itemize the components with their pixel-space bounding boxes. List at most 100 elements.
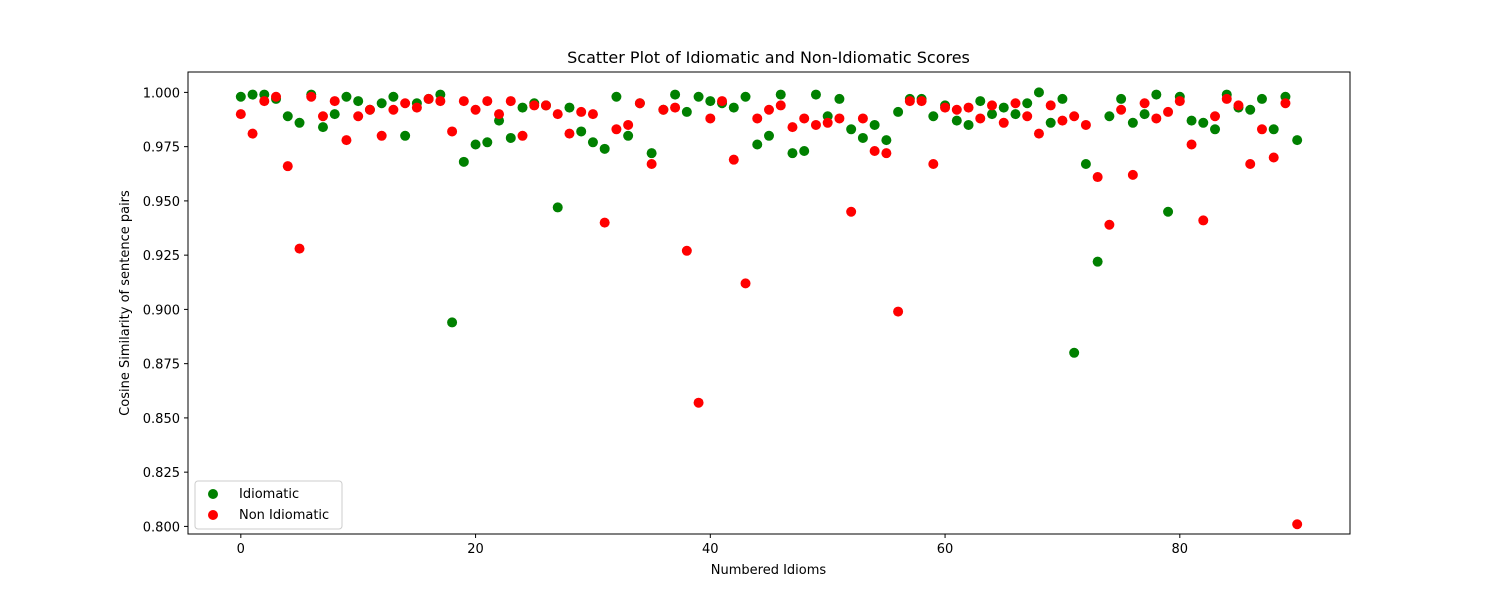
plot-area-frame [187,71,1351,535]
point-non-idiomatic-42 [728,154,739,165]
point-non-idiomatic-56 [893,306,904,317]
chart-title: Scatter Plot of Idiomatic and Non-Idioma… [567,48,970,67]
point-idiomatic-9 [341,91,352,102]
point-non-idiomatic-9 [341,135,352,146]
x-tick-label: 80 [1172,542,1189,557]
point-idiomatic-28 [564,102,575,113]
point-idiomatic-48 [799,145,810,156]
point-non-idiomatic-29 [576,106,587,117]
y-tick-label: 0.900 [143,303,180,318]
point-idiomatic-5 [294,117,305,128]
y-tick-label: 0.850 [143,412,180,427]
chart-marks [235,87,1303,530]
point-non-idiomatic-15 [411,102,422,113]
point-non-idiomatic-44 [752,113,763,124]
point-non-idiomatic-66 [1010,98,1021,109]
point-non-idiomatic-65 [998,117,1009,128]
point-idiomatic-71 [1069,347,1080,358]
point-idiomatic-32 [611,91,622,102]
point-idiomatic-82 [1198,117,1209,128]
point-non-idiomatic-74 [1104,219,1115,230]
point-idiomatic-90 [1292,135,1303,146]
point-non-idiomatic-84 [1221,93,1232,104]
point-non-idiomatic-34 [634,98,645,109]
point-non-idiomatic-16 [423,93,434,104]
point-idiomatic-47 [787,148,798,159]
point-non-idiomatic-6 [306,91,317,102]
point-non-idiomatic-5 [294,243,305,254]
point-non-idiomatic-46 [775,100,786,111]
point-idiomatic-66 [1010,109,1021,120]
x-axis-title: Numbered Idioms [711,563,827,578]
point-idiomatic-56 [893,106,904,117]
point-idiomatic-62 [963,119,974,130]
point-non-idiomatic-89 [1280,98,1291,109]
point-idiomatic-29 [576,126,587,137]
legend-marker-idiomatic [208,489,218,499]
y-axis-title: Cosine Similarity of sentence pairs [118,190,133,416]
point-idiomatic-87 [1256,93,1267,104]
point-idiomatic-24 [517,102,528,113]
point-idiomatic-67 [1022,98,1033,109]
point-idiomatic-72 [1080,159,1091,170]
point-idiomatic-65 [998,102,1009,113]
point-non-idiomatic-88 [1268,152,1279,163]
point-idiomatic-63 [975,96,986,107]
point-idiomatic-68 [1033,87,1044,98]
point-non-idiomatic-33 [623,119,634,130]
point-idiomatic-45 [764,130,774,141]
point-non-idiomatic-86 [1245,159,1256,170]
point-non-idiomatic-49 [810,119,821,130]
point-non-idiomatic-73 [1092,172,1103,183]
point-non-idiomatic-7 [317,111,328,122]
point-idiomatic-37 [670,89,681,100]
point-non-idiomatic-79 [1163,106,1174,117]
point-idiomatic-38 [681,106,692,117]
point-idiomatic-0 [235,91,246,102]
point-non-idiomatic-36 [658,104,669,115]
point-non-idiomatic-47 [787,122,798,133]
point-idiomatic-10 [353,96,364,107]
point-idiomatic-40 [705,96,716,107]
point-non-idiomatic-45 [764,104,774,115]
point-idiomatic-81 [1186,115,1197,126]
y-tick-label: 1.000 [143,86,180,101]
point-non-idiomatic-62 [963,102,974,113]
point-non-idiomatic-17 [435,96,446,107]
point-idiomatic-21 [482,137,493,148]
point-non-idiomatic-58 [916,96,927,107]
point-idiomatic-53 [857,132,868,143]
point-idiomatic-88 [1268,124,1279,135]
point-non-idiomatic-81 [1186,139,1197,150]
point-idiomatic-75 [1116,93,1127,104]
point-idiomatic-54 [869,119,880,130]
point-idiomatic-79 [1163,206,1174,217]
point-idiomatic-1 [247,89,258,100]
series-non-idiomatic [235,91,1303,530]
point-non-idiomatic-8 [329,96,340,107]
point-idiomatic-64 [987,109,998,120]
point-non-idiomatic-2 [259,96,270,107]
point-non-idiomatic-23 [505,96,516,107]
point-idiomatic-55 [881,135,892,146]
point-non-idiomatic-31 [599,217,610,228]
point-idiomatic-23 [505,132,516,143]
point-non-idiomatic-3 [271,91,282,102]
point-idiomatic-43 [740,91,751,102]
point-non-idiomatic-35 [646,159,657,170]
point-non-idiomatic-30 [587,109,598,120]
x-tick-label: 40 [702,542,719,557]
point-non-idiomatic-41 [717,96,728,107]
x-axis: 0 20 40 60 80 [237,534,1188,557]
point-non-idiomatic-0 [235,109,246,120]
point-non-idiomatic-54 [869,145,880,156]
point-non-idiomatic-55 [881,148,892,159]
point-idiomatic-13 [388,91,399,102]
point-idiomatic-39 [693,91,704,102]
point-non-idiomatic-18 [447,126,458,137]
point-idiomatic-76 [1127,117,1138,128]
point-non-idiomatic-75 [1116,104,1127,115]
point-non-idiomatic-69 [1045,100,1056,111]
legend-label-non-idiomatic: Non Idiomatic [239,508,329,523]
point-idiomatic-31 [599,143,610,154]
